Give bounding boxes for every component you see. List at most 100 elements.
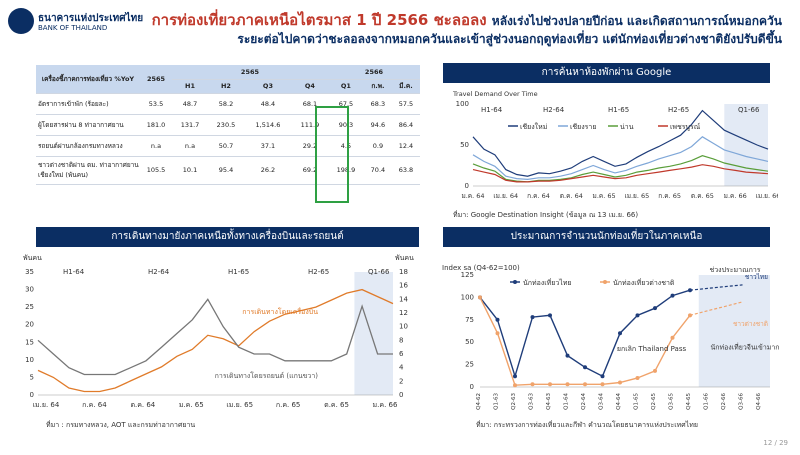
period-label: Q1-66 bbox=[368, 268, 390, 276]
y-tick-label: 100 bbox=[456, 100, 469, 108]
table-cell: 86.4 bbox=[391, 114, 420, 136]
x-tick-label: ก.ค. 65 bbox=[276, 401, 301, 409]
y-tick-right: 18 bbox=[399, 268, 408, 276]
y-tick-right: 2 bbox=[399, 377, 403, 385]
x-tick-label: Q3-63 bbox=[529, 393, 535, 410]
google-search-chart: Travel Demand Over Time 0 50 100 ม.ค. 64 เม.ย… bbox=[452, 90, 778, 200]
forecast-source: ที่มา: กระทรวงการท่องเที่ยวและกีฬา คำนวณ… bbox=[476, 421, 698, 429]
forecast-shade bbox=[354, 272, 393, 395]
y-tick-label: 0 bbox=[465, 182, 469, 190]
y-tick-label: 0 bbox=[470, 383, 474, 391]
table-cell: n.a bbox=[172, 135, 208, 157]
table-cell: 26.2 bbox=[243, 156, 292, 185]
table-cell: 12.4 bbox=[391, 135, 420, 157]
series-line-0 bbox=[472, 109, 769, 177]
data-point bbox=[583, 382, 587, 387]
forecast-line-0 bbox=[689, 284, 743, 291]
table-cell: 53.5 bbox=[140, 93, 172, 115]
x-tick-label: ก.ค. 65 bbox=[658, 192, 681, 200]
period-label: H1-65 bbox=[228, 268, 249, 276]
table-row: ผู้โดยสารผ่าน 8 ท่าอากาศยาน 181.0 131.7 230… bbox=[36, 114, 420, 136]
tourism-indicator-table: เครื่องชี้ภาคการท่องเที่ยว %YoY 2565 256… bbox=[36, 65, 420, 185]
table-cell: 0.9 bbox=[363, 135, 392, 157]
table-cell: 230.5 bbox=[207, 114, 244, 136]
row-label: ผู้โดยสารผ่าน 8 ท่าอากาศยาน bbox=[36, 114, 140, 136]
x-tick-label: เม.ย. 64 bbox=[33, 401, 60, 409]
legend-label: เชียงราย bbox=[570, 123, 596, 131]
data-point bbox=[565, 353, 570, 358]
data-point bbox=[618, 380, 622, 385]
x-tick-label: Q2-66 bbox=[721, 393, 727, 410]
legend-marker bbox=[513, 280, 517, 284]
series-line-0 bbox=[37, 288, 394, 393]
forecast-shade bbox=[698, 275, 770, 387]
y-tick-right: 0 bbox=[399, 391, 403, 399]
data-point bbox=[530, 382, 535, 387]
group-2566: 2566 bbox=[327, 65, 420, 80]
x-tick-label: Q3-65 bbox=[669, 393, 675, 410]
y-tick-right: 10 bbox=[399, 323, 408, 331]
x-tick-label: Q3-64 bbox=[599, 393, 605, 410]
y-tick-left: 30 bbox=[25, 286, 34, 294]
legend-label: เพชรบูรณ์ bbox=[670, 123, 701, 131]
x-tick-label: ต.ค. 64 bbox=[130, 401, 155, 409]
table-row: รถยนต์ผ่านกล้องกรมทางหลวง n.a n.a 50.7 37.1 2… bbox=[36, 135, 420, 157]
sub-header-5: ก.พ. bbox=[363, 79, 392, 94]
q1-highlight-box bbox=[315, 106, 349, 203]
data-point bbox=[513, 383, 517, 388]
period-label: H1-65 bbox=[608, 106, 629, 114]
data-point bbox=[600, 374, 605, 379]
table-cell: 105.5 bbox=[140, 156, 172, 185]
col-2565: 2565 bbox=[140, 65, 172, 94]
table-cell: 69.2 bbox=[291, 156, 328, 185]
google-panel-title: การค้นหาห้องพักผ่าน Google bbox=[443, 63, 770, 83]
data-point bbox=[548, 313, 552, 318]
table-cell: 10.1 bbox=[172, 156, 208, 185]
data-point bbox=[513, 374, 517, 379]
y-tick-right: 6 bbox=[399, 350, 404, 358]
x-tick-label: ต.ค. 65 bbox=[324, 401, 349, 409]
data-point bbox=[635, 313, 640, 318]
table-cell: 50.7 bbox=[207, 135, 244, 157]
x-tick-label: ก.ค. 64 bbox=[82, 401, 107, 409]
x-tick-label: Q1-65 bbox=[634, 393, 640, 410]
x-tick-label: Q1-64 bbox=[564, 393, 570, 410]
x-tick-label: ต.ค. 65 bbox=[691, 192, 714, 200]
sub-header-row: H1 H2 Q3 Q4 Q1 ก.พ. มี.ค. bbox=[36, 79, 420, 94]
table-cell: 48.7 bbox=[172, 93, 208, 115]
table-cell: 48.4 bbox=[243, 93, 292, 115]
y-tick-left: 10 bbox=[25, 356, 34, 364]
table-cell: n.a bbox=[140, 135, 172, 157]
left-axis-label: พันคน bbox=[23, 254, 42, 262]
table-row: อัตราการเข้าพัก (ร้อยละ) 53.5 48.7 58.2 48.4… bbox=[36, 93, 420, 115]
data-point bbox=[618, 331, 622, 336]
data-point bbox=[670, 335, 675, 340]
legend-label: นักท่องเที่ยวต่างชาติ bbox=[613, 278, 675, 287]
x-tick-label: เม.ย. 65 bbox=[226, 401, 253, 409]
legend-label: นักท่องเที่ยวไทย bbox=[523, 278, 572, 287]
legend-marker bbox=[603, 280, 607, 284]
x-tick-label: Q4-62 bbox=[476, 393, 482, 410]
sub-header-2: Q3 bbox=[243, 79, 292, 94]
chart-title: Travel Demand Over Time bbox=[452, 90, 538, 98]
travel-mode-chart: พันคน พันคน 0 5 10 15 20 25 30 35 0 2 4 6 8 10 12 14 16 18 เ… bbox=[23, 254, 414, 409]
y-tick-right: 4 bbox=[399, 364, 404, 372]
y-tick-left: 0 bbox=[30, 391, 34, 399]
x-tick-label: Q2-64 bbox=[581, 393, 587, 410]
x-tick-label: Q4-64 bbox=[616, 393, 622, 410]
group-2565: 2565 bbox=[172, 65, 328, 80]
x-tick-label: ต.ค. 64 bbox=[560, 192, 583, 200]
x-tick-label: ก.ค. 64 bbox=[527, 192, 550, 200]
x-tick-label: Q2-63 bbox=[511, 393, 517, 410]
title-part-2: หลังเร่งไปช่วงปลายปีก่อน และเกิดสถานการณ… bbox=[491, 14, 782, 28]
end-label: ชาวไทย bbox=[745, 273, 768, 281]
tourist-forecast-chart: Index sa (Q4-62=100) ช่วงประมาณการ 0 25 50 75… bbox=[442, 264, 780, 410]
series-line-1 bbox=[472, 136, 769, 181]
x-tick-label: ม.ค. 66 bbox=[724, 192, 747, 200]
data-point bbox=[530, 315, 535, 320]
y-tick-label: 25 bbox=[465, 361, 474, 369]
y-tick-left: 5 bbox=[30, 373, 34, 381]
y-tick-left: 35 bbox=[25, 268, 34, 276]
y-tick-right: 12 bbox=[399, 309, 408, 317]
x-tick-label: ม.ค. 65 bbox=[179, 401, 204, 409]
